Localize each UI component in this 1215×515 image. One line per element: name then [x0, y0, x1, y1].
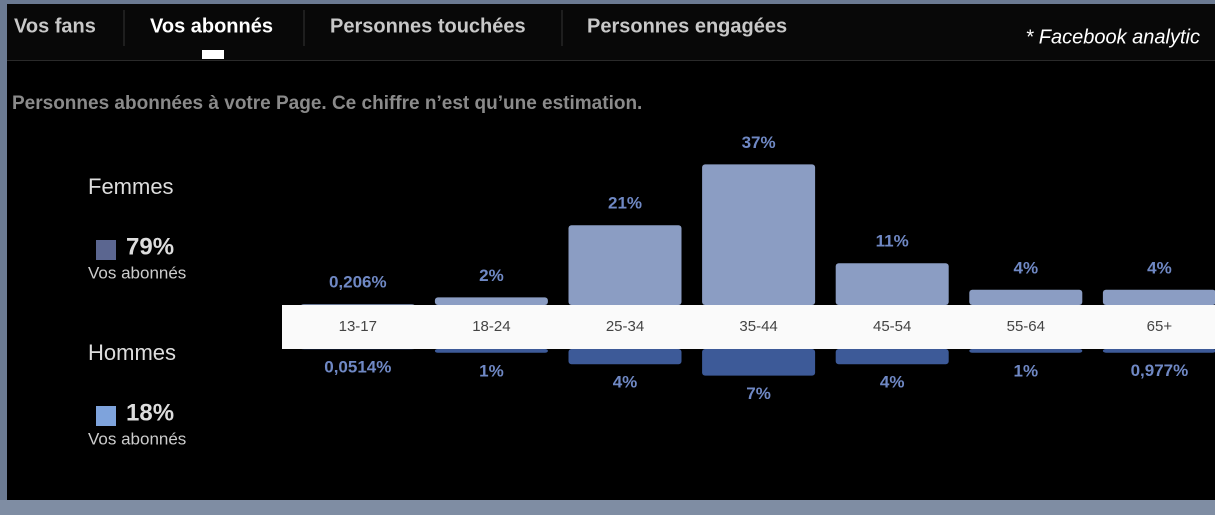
tab[interactable]: Personnes touchées — [330, 15, 526, 37]
note: * Facebook analytic — [1025, 26, 1200, 48]
top-border — [0, 0, 1215, 4]
value-label: 4% — [1147, 258, 1172, 277]
bar — [969, 349, 1083, 353]
value-label: 11% — [876, 232, 909, 251]
legend-sublabel: Vos abonnés — [88, 429, 186, 448]
bottom-border — [0, 500, 1215, 515]
value-label: 37% — [742, 133, 776, 152]
category-label: 55-64 — [1007, 318, 1045, 335]
subtitle: Personnes abonnées à votre Page. Ce chif… — [12, 93, 642, 114]
bar — [702, 164, 816, 305]
legend-name: Hommes — [88, 340, 176, 365]
bar — [835, 349, 949, 365]
legend-swatch — [96, 240, 116, 260]
legend-total: 79% — [126, 233, 174, 260]
category-label: 45-54 — [873, 318, 911, 335]
bar — [568, 225, 682, 305]
left-border — [0, 0, 7, 515]
tab[interactable]: Vos fans — [14, 15, 96, 37]
bar — [434, 349, 548, 353]
value-label: 4% — [1014, 258, 1039, 277]
category-label: 18-24 — [472, 318, 510, 335]
bar — [1102, 349, 1215, 353]
category-label: 35-44 — [739, 318, 777, 335]
value-label: 0,977% — [1131, 361, 1189, 380]
active-tab-indicator — [202, 50, 224, 59]
category-band — [282, 305, 1215, 349]
value-label: 7% — [746, 384, 771, 403]
category-label: 65+ — [1147, 318, 1173, 335]
bar — [434, 297, 548, 305]
tab[interactable]: Vos abonnés — [150, 15, 273, 37]
category-label: 25-34 — [606, 318, 644, 335]
value-label: 1% — [479, 361, 504, 380]
value-label: 21% — [608, 194, 642, 213]
value-label: 1% — [1014, 361, 1039, 380]
bar — [568, 349, 682, 365]
bar — [301, 304, 415, 305]
legend-sublabel: Vos abonnés — [88, 263, 186, 282]
bar — [702, 349, 816, 376]
category-label: 13-17 — [339, 318, 377, 335]
value-label: 0,206% — [329, 273, 387, 292]
value-label: 2% — [479, 266, 504, 285]
bar — [835, 263, 949, 305]
legend-swatch — [96, 406, 116, 426]
value-label: 0,0514% — [324, 358, 391, 377]
bar — [969, 289, 1083, 305]
value-label: 4% — [880, 373, 905, 392]
tab[interactable]: Personnes engagées — [587, 15, 787, 37]
value-label: 4% — [613, 373, 638, 392]
legend-total: 18% — [126, 399, 174, 426]
legend-name: Femmes — [88, 174, 174, 199]
bar — [1102, 289, 1215, 305]
